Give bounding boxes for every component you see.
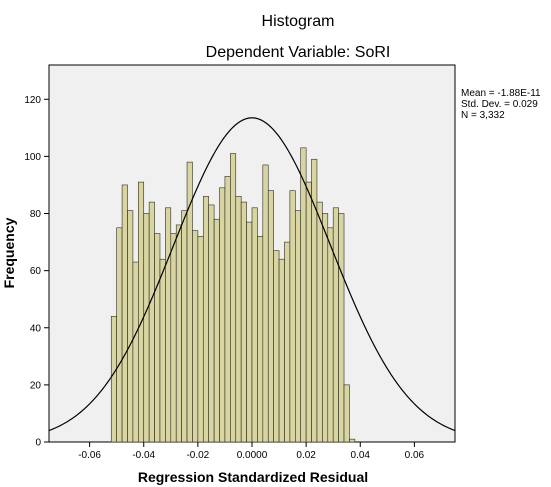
histogram-bar	[343, 384, 350, 443]
histogram-bar	[295, 210, 302, 443]
histogram-bar	[110, 316, 117, 443]
histogram-bar	[338, 213, 345, 443]
histogram-bar	[251, 207, 258, 443]
histogram-bar	[219, 187, 226, 443]
y-axis: 0 20 40 60 80 100 120	[24, 95, 49, 449]
x-tick-label: -0.06	[78, 450, 101, 461]
histogram-bar	[246, 221, 253, 443]
y-tick-label: 0	[35, 438, 41, 449]
y-tick-label: 120	[24, 95, 41, 106]
histogram-bar	[202, 196, 209, 443]
histogram-bar	[213, 218, 220, 443]
histogram-bar	[208, 204, 215, 443]
histogram-bar	[278, 258, 285, 443]
histogram-bar	[197, 236, 204, 443]
x-tick-label: 0.0000	[237, 450, 268, 461]
histogram-bar	[170, 233, 177, 443]
histogram-bar	[175, 224, 182, 443]
histogram-bar	[273, 250, 280, 443]
x-tick-label: 0.06	[405, 450, 425, 461]
stats-box: Mean = -1.88E-11 Std. Dev. = 0.029 N = 3…	[461, 88, 541, 121]
x-tick-label: 0.04	[351, 450, 371, 461]
histogram-bar	[224, 176, 231, 443]
histogram-bar	[138, 181, 145, 443]
stats-n: N = 3,332	[461, 110, 505, 121]
histogram-bar	[116, 227, 123, 443]
histogram-bar	[148, 201, 155, 443]
histogram-bar	[300, 147, 307, 443]
histogram-bar	[262, 164, 269, 443]
y-tick-label: 60	[30, 266, 42, 277]
histogram-bar	[230, 153, 237, 443]
x-axis-title: Regression Standardized Residual	[138, 469, 368, 485]
histogram-bar	[289, 190, 296, 443]
histogram-bar	[165, 207, 172, 443]
histogram-bar	[143, 213, 150, 443]
histogram-bar	[284, 241, 291, 443]
histogram-bar	[240, 201, 247, 443]
x-tick-label: 0.02	[296, 450, 316, 461]
stats-mean: Mean = -1.88E-11	[461, 88, 541, 99]
histogram-bar	[257, 236, 264, 443]
y-tick-label: 100	[24, 152, 41, 163]
y-axis-title: Frequency	[1, 217, 17, 288]
x-tick-label: -0.04	[132, 450, 155, 461]
x-tick-label: -0.02	[186, 450, 209, 461]
histogram-bar	[332, 207, 339, 443]
histogram-bars	[110, 147, 356, 443]
x-axis: -0.06 -0.04 -0.02 0.0000 0.02 0.04 0.06	[78, 442, 425, 461]
histogram-bar	[316, 201, 323, 443]
histogram-bar	[192, 230, 199, 443]
histogram-bar	[267, 190, 274, 443]
histogram-bar	[132, 261, 139, 443]
y-tick-label: 80	[30, 209, 42, 220]
chart-title: Histogram	[262, 13, 335, 30]
histogram-bar	[154, 233, 161, 443]
histogram-bar	[127, 210, 134, 443]
histogram-bar	[235, 196, 242, 443]
histogram-bar	[349, 438, 356, 443]
histogram-bar	[159, 258, 166, 443]
stats-std-dev: Std. Dev. = 0.029	[461, 99, 538, 110]
histogram-bar	[322, 213, 329, 443]
histogram-bar	[327, 227, 334, 443]
y-tick-label: 40	[30, 323, 42, 334]
chart-subtitle: Dependent Variable: SoRI	[206, 44, 391, 61]
normal-curve	[48, 117, 456, 432]
histogram-bar	[305, 181, 312, 443]
y-tick-label: 20	[30, 380, 42, 391]
histogram-bar	[121, 184, 128, 443]
histogram-bar	[181, 210, 188, 443]
